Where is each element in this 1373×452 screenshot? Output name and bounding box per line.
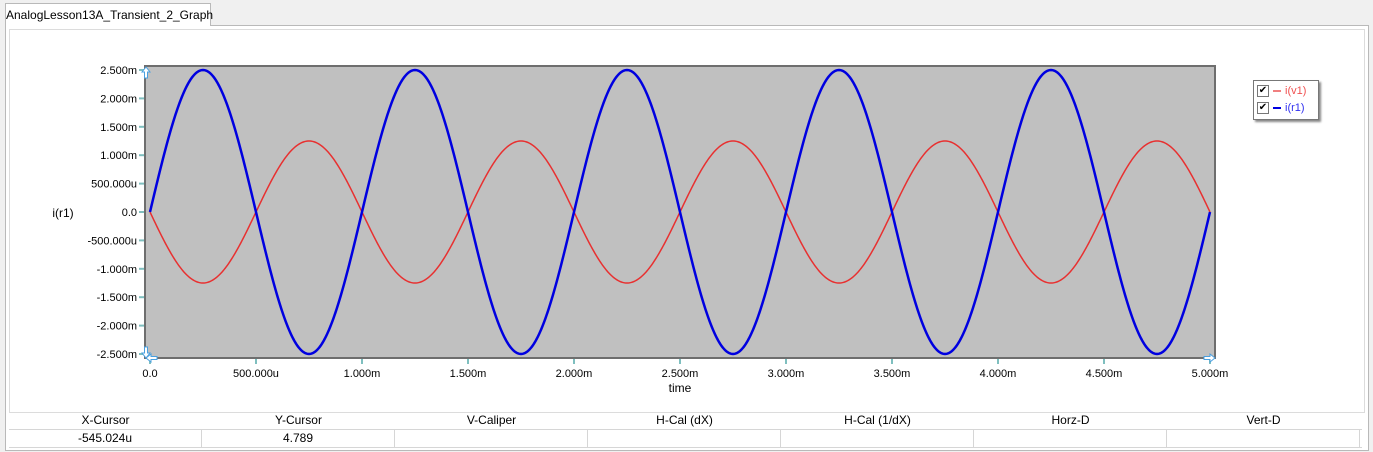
column-header: X-Cursor: [81, 413, 130, 427]
y-tick-label: 500.000u: [91, 179, 137, 191]
cursor-table-header: X-Cursor Y-Cursor V-Caliper H-Cal (dX) H-Cal…: [9, 412, 1362, 430]
y-tick-label: -500.000u: [87, 235, 137, 247]
x-tick-label: 2.500m: [662, 368, 699, 380]
y-axis-label: i(r1): [52, 206, 73, 220]
x-tick-label: 5.000m: [1192, 368, 1229, 380]
legend-item-i-r1[interactable]: ✔ i(r1): [1257, 101, 1305, 115]
column-header: H-Cal (dX): [656, 413, 713, 427]
legend-label: i(r1): [1285, 102, 1305, 114]
y-tick-label: -1.000m: [97, 264, 137, 276]
x-tick-label: 500.000u: [233, 368, 279, 380]
cursor-value: [974, 430, 1167, 447]
y-scroll-down-handle[interactable]: [140, 346, 152, 359]
y-tick-label: -2.500m: [97, 349, 137, 361]
column-header: H-Cal (1/dX): [844, 413, 911, 427]
cursor-value: -545.024u: [9, 430, 202, 447]
x-tick-label: 2.000m: [556, 368, 593, 380]
y-tick-label: -2.000m: [97, 321, 137, 333]
x-axis-label: time: [669, 381, 692, 395]
x-tick-label: 4.500m: [1086, 368, 1123, 380]
legend-swatch: [1273, 107, 1281, 109]
y-tick-label: 2.000m: [100, 93, 137, 105]
cursor-table: X-Cursor Y-Cursor V-Caliper H-Cal (dX) H-Cal…: [9, 412, 1362, 448]
cursor-value: [395, 430, 588, 447]
x-tick-label: 4.000m: [980, 368, 1017, 380]
column-header: V-Caliper: [466, 413, 517, 427]
cursor-table-values: -545.024u 4.789: [9, 430, 1362, 448]
cursor-value: 4.789: [202, 430, 395, 447]
column-header: Vert-D: [1246, 413, 1281, 427]
y-tick-label: 1.500m: [100, 122, 137, 134]
y-scroll-up-handle[interactable]: [140, 66, 152, 79]
legend-swatch: [1273, 90, 1281, 92]
x-tick-label: 3.500m: [874, 368, 911, 380]
y-tick-label: 2.500m: [100, 65, 137, 77]
cursor-value: [781, 430, 974, 447]
graph-tab[interactable]: AnalogLesson13A_Transient_2_Graph: [5, 3, 213, 26]
legend: ✔ i(v1) ✔ i(r1): [1253, 80, 1319, 120]
y-tick-label: 1.000m: [100, 150, 137, 162]
cursor-value: [1167, 430, 1360, 447]
x-tick-label: 1.000m: [344, 368, 381, 380]
column-header: Horz-D: [1051, 413, 1090, 427]
x-tick-label: 3.000m: [768, 368, 805, 380]
column-header: Y-Cursor: [275, 413, 322, 427]
y-tick-label: 0.0: [122, 207, 137, 219]
x-tick-label: 1.500m: [450, 368, 487, 380]
legend-label: i(v1): [1285, 85, 1307, 97]
series-line-ir1: [148, 68, 1212, 356]
checkbox-icon[interactable]: ✔: [1257, 102, 1269, 114]
cursor-value: [588, 430, 781, 447]
y-tick-label: -1.500m: [97, 292, 137, 304]
checkbox-icon[interactable]: ✔: [1257, 85, 1269, 97]
x-scroll-left-handle[interactable]: [145, 352, 158, 364]
x-tick-label: 0.0: [142, 368, 157, 380]
legend-item-i-v1[interactable]: ✔ i(v1): [1257, 84, 1306, 98]
x-scroll-right-handle[interactable]: [1203, 352, 1216, 364]
